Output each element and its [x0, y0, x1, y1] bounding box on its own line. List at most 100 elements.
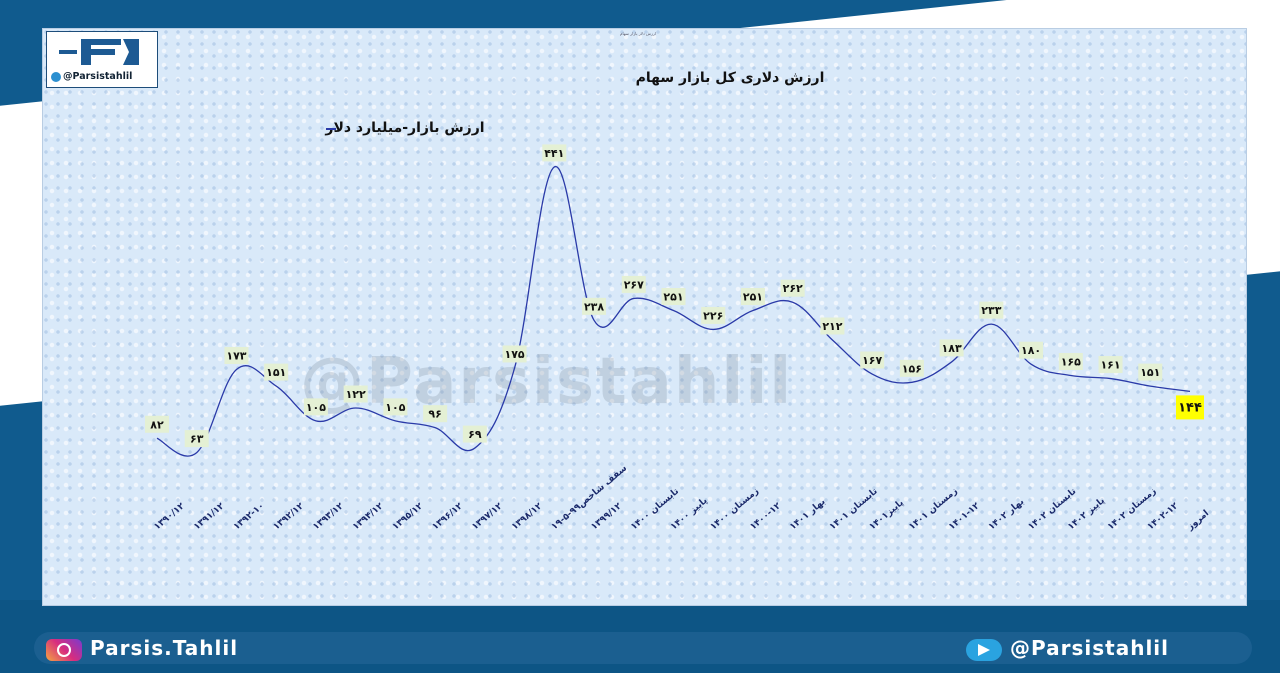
data-label: ۱۷۳	[224, 346, 249, 364]
data-label-text: ۶۳	[190, 433, 204, 446]
x-tick-label: ۱۳۹۲-۱۰	[232, 501, 267, 532]
data-label: ۱۵۱	[264, 363, 289, 381]
x-tick-label: ۱۴۰۰-۱۲	[748, 501, 783, 533]
x-tick-label: ۱۳۹۵/۱۲	[391, 501, 426, 532]
data-label-text: ۸۲	[150, 418, 164, 431]
x-tick-label: ۱۳۹۷/۱۲	[470, 501, 505, 532]
data-label-text: ۱۰۵	[306, 401, 326, 414]
data-label: ۱۷۵	[502, 345, 527, 363]
data-label-text: ۱۸۳	[942, 342, 962, 355]
telegram-text: @Parsistahlil	[1010, 636, 1170, 660]
data-label-text: ۲۵۱	[743, 291, 763, 304]
data-label-text: ۱۷۵	[504, 348, 524, 361]
series-line	[156, 166, 1191, 457]
data-label-box	[383, 398, 408, 416]
data-label-text: ۹۶	[428, 408, 441, 421]
data-label-box	[1058, 353, 1083, 371]
x-tick-label: ۱۳۹۲/۱۲	[272, 501, 307, 532]
data-label-box	[303, 398, 328, 416]
data-label-box	[899, 359, 924, 377]
x-tick-label: ۱۳۹۶/۱۲	[431, 501, 466, 532]
data-label-text: ۴۴۱	[544, 147, 564, 160]
data-label-text: ۲۵۱	[663, 291, 683, 304]
data-label: ۲۳۸	[582, 297, 607, 315]
data-label-box	[1019, 341, 1044, 359]
brand-logo-mark	[51, 35, 151, 69]
data-label: ۲۳۳	[979, 301, 1004, 319]
data-label-box	[1176, 395, 1204, 420]
instagram-handle[interactable]: Parsis.Tahlil	[46, 636, 238, 662]
x-tick-label: پاییز۱۴۰۱	[868, 498, 906, 532]
data-label-box	[939, 339, 964, 357]
data-label: ۱۵۱	[1138, 363, 1163, 381]
x-tick-label: امروز	[1185, 509, 1211, 533]
watermark: @Parsistahlil	[300, 345, 794, 419]
x-tick-label: ۱۳۹۳/۱۲	[311, 501, 346, 532]
data-label-text: ۱۶۷	[862, 354, 882, 367]
data-label-box	[264, 363, 289, 381]
telegram-icon	[51, 71, 61, 82]
data-label-box	[462, 425, 487, 443]
data-label: ۱۸۰	[1019, 341, 1044, 359]
data-label: ۱۶۱	[1098, 356, 1123, 374]
data-label-box	[820, 317, 845, 335]
data-label: ۱۶۵	[1058, 353, 1083, 371]
data-label: ۸۲	[145, 415, 169, 433]
brand-logo: @Parsistahlil	[46, 31, 158, 88]
data-label: ۱۸۳	[939, 339, 964, 357]
data-label-box	[661, 288, 686, 306]
data-label-box	[343, 385, 368, 403]
data-label: ۴۴۱	[542, 144, 567, 162]
x-tick-label: بهار ۱۴۰۲	[987, 497, 1026, 532]
data-label: ۶۹	[462, 425, 487, 443]
logo-handle-text: @Parsistahlil	[63, 71, 133, 82]
data-label: ۱۶۷	[860, 351, 885, 369]
data-label-text: ۱۴۴	[1178, 400, 1202, 415]
x-tick-label: بهار ۱۴۰۱	[788, 497, 827, 532]
legend-label: ارزش بازار-میلیارد دلار	[325, 120, 485, 136]
data-label-text: ۱۵۶	[902, 362, 922, 375]
x-tick-label: ۱۳۹۱/۱۲	[192, 501, 227, 532]
data-label-box	[502, 345, 527, 363]
data-label-text: ۲۱۲	[822, 320, 842, 333]
data-label-text: ۶۹	[468, 428, 482, 441]
data-label: ۱۵۶	[899, 359, 924, 377]
data-label-text: ۱۵۱	[266, 366, 286, 379]
data-label-box	[582, 297, 607, 315]
legend-line	[326, 128, 336, 130]
data-label-text: ۱۷۳	[226, 349, 246, 362]
data-label-box	[542, 144, 567, 162]
data-label-text: ۱۲۲	[346, 388, 366, 401]
tiny-caption: ارزش دلار بازار سهام	[620, 31, 656, 36]
instagram-text: Parsis.Tahlil	[90, 636, 239, 660]
data-label: ۱۴۴	[1176, 395, 1204, 420]
x-tick-label: ۱۳۹۹/۱۲	[590, 501, 625, 532]
data-label-text: ۱۰۵	[385, 401, 405, 414]
data-label-box	[979, 301, 1004, 319]
chart-panel	[42, 28, 1247, 606]
logo-handle: @Parsistahlil	[51, 71, 151, 85]
data-label: ۲۱۲	[820, 317, 845, 335]
data-label-box	[1138, 363, 1163, 381]
data-label-text: ۱۵۱	[1140, 366, 1160, 379]
data-label-box	[740, 288, 765, 306]
panel-pattern	[43, 29, 1246, 605]
data-label-box	[621, 275, 646, 293]
data-label: ۲۲۶	[701, 306, 726, 324]
data-label-text: ۱۸۰	[1021, 344, 1041, 357]
chart-title: ارزش دلاری کل بازار سهام	[635, 70, 825, 86]
x-tick-label: سقف شاخص۹۹-۵-۱۹	[550, 463, 629, 532]
data-label: ۱۰۵	[303, 398, 328, 416]
data-label: ۱۰۵	[383, 398, 408, 416]
x-tick-label: ۱۳۹۰/۱۲	[153, 501, 188, 532]
data-label-box	[860, 351, 885, 369]
footer-bar	[34, 632, 1252, 664]
telegram-handle[interactable]: @Parsistahlil	[966, 636, 1169, 662]
data-label-box	[780, 279, 805, 297]
data-label: ۲۶۷	[621, 275, 646, 293]
data-label-box	[145, 415, 169, 433]
data-label-text: ۱۶۵	[1061, 356, 1081, 369]
x-tick-label: ۱۴۰۱-۱۲	[947, 501, 982, 533]
x-tick-label: پاییز ۱۴۰۲	[1066, 496, 1107, 532]
